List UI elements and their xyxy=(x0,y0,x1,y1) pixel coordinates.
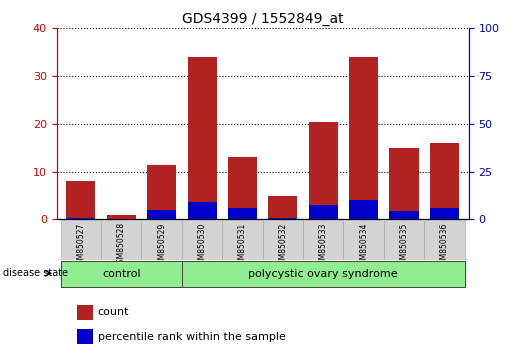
Text: GSM850532: GSM850532 xyxy=(278,222,287,269)
FancyBboxPatch shape xyxy=(424,220,465,260)
Bar xyxy=(349,57,378,219)
Text: GSM850536: GSM850536 xyxy=(440,222,449,269)
Bar xyxy=(228,157,257,219)
Bar xyxy=(430,208,459,219)
Bar xyxy=(147,165,176,219)
Bar xyxy=(77,305,93,320)
Bar xyxy=(228,208,257,219)
Text: count: count xyxy=(98,307,129,317)
Text: GSM850535: GSM850535 xyxy=(400,222,408,269)
Text: GSM850534: GSM850534 xyxy=(359,222,368,269)
Text: percentile rank within the sample: percentile rank within the sample xyxy=(98,332,286,342)
FancyBboxPatch shape xyxy=(182,261,465,287)
FancyBboxPatch shape xyxy=(222,220,263,260)
Text: GSM850529: GSM850529 xyxy=(157,222,166,269)
Bar xyxy=(66,218,95,219)
Text: disease state: disease state xyxy=(3,268,67,278)
Text: polycystic ovary syndrome: polycystic ovary syndrome xyxy=(248,269,398,279)
Bar xyxy=(430,143,459,219)
Bar xyxy=(268,195,297,219)
Bar xyxy=(107,218,136,219)
FancyBboxPatch shape xyxy=(263,220,303,260)
Bar xyxy=(187,202,217,219)
Bar xyxy=(77,329,93,344)
FancyBboxPatch shape xyxy=(61,261,182,287)
FancyBboxPatch shape xyxy=(303,220,344,260)
FancyBboxPatch shape xyxy=(142,220,182,260)
Bar xyxy=(147,210,176,219)
Bar xyxy=(389,148,419,219)
Bar xyxy=(107,215,136,219)
Bar xyxy=(268,218,297,219)
FancyBboxPatch shape xyxy=(61,220,101,260)
Text: GSM850528: GSM850528 xyxy=(117,222,126,268)
Bar xyxy=(187,57,217,219)
Bar xyxy=(349,200,378,219)
Bar xyxy=(308,121,338,219)
Title: GDS4399 / 1552849_at: GDS4399 / 1552849_at xyxy=(182,12,344,26)
FancyBboxPatch shape xyxy=(101,220,142,260)
Bar xyxy=(389,211,419,219)
Bar xyxy=(66,181,95,219)
Text: control: control xyxy=(102,269,141,279)
Text: GSM850533: GSM850533 xyxy=(319,222,328,269)
Text: GSM850531: GSM850531 xyxy=(238,222,247,269)
Text: GSM850530: GSM850530 xyxy=(198,222,207,269)
Text: GSM850527: GSM850527 xyxy=(76,222,85,269)
FancyBboxPatch shape xyxy=(384,220,424,260)
FancyBboxPatch shape xyxy=(344,220,384,260)
Bar xyxy=(308,205,338,219)
FancyBboxPatch shape xyxy=(182,220,222,260)
